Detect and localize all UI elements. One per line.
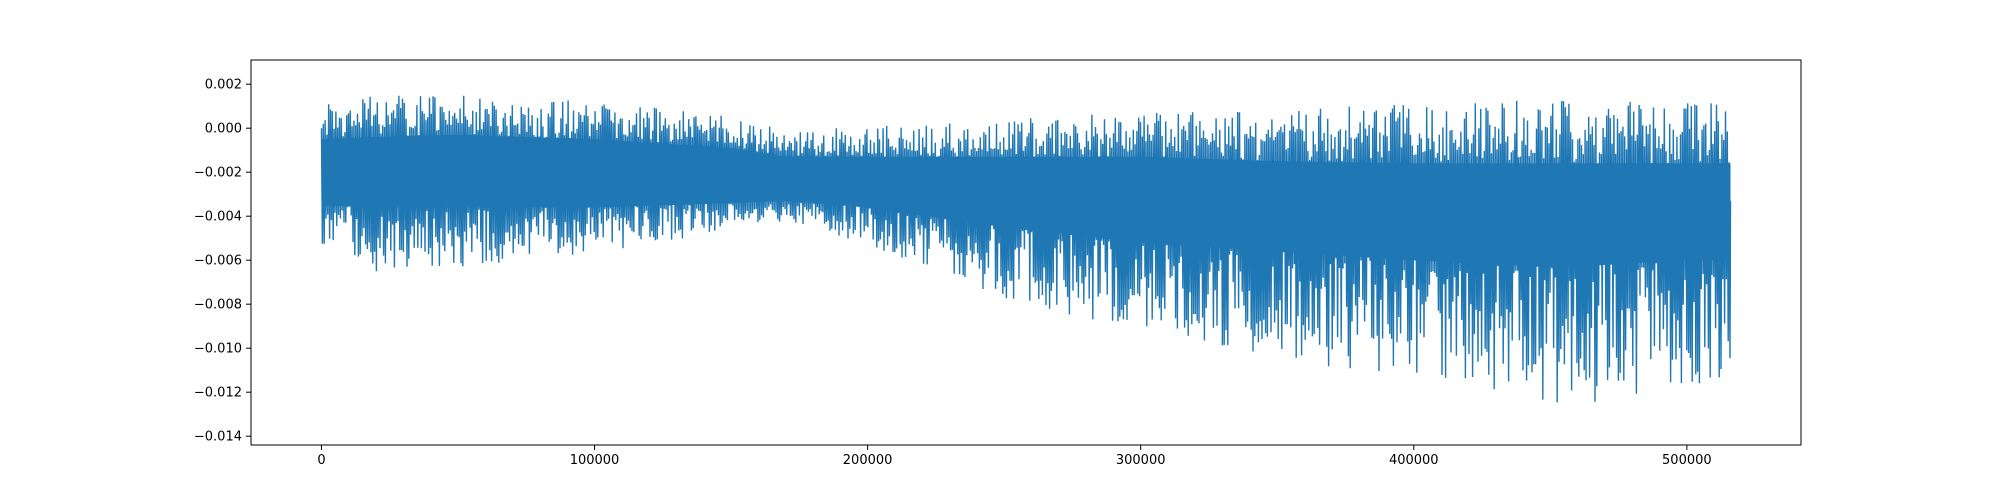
series-core-band-0 [321, 134, 1731, 267]
x-tick-label: 100000 [570, 453, 620, 468]
x-tick-label: 0 [317, 453, 325, 468]
y-tick-label: 0.000 [205, 122, 242, 137]
y-tick-label: 0.002 [205, 78, 242, 93]
x-tick-label: 300000 [1116, 453, 1166, 468]
y-tick-label: −0.012 [194, 386, 242, 401]
y-tick-label: −0.002 [194, 166, 242, 181]
y-tick-label: −0.008 [194, 298, 242, 313]
axes-frame [250, 59, 1802, 446]
y-tick-label: −0.014 [194, 430, 242, 445]
y-tick-label: −0.010 [194, 342, 242, 357]
ticks-layer: 0 100000 200000 300000 400000 500000 0.002 0.00… [194, 78, 1712, 468]
y-tick-label: −0.004 [194, 210, 242, 225]
x-tick-label: 500000 [1662, 453, 1712, 468]
y-tick-label: −0.006 [194, 254, 242, 269]
x-tick-label: 200000 [843, 453, 893, 468]
series-layer [320, 95, 1732, 403]
x-tick-label: 400000 [1389, 453, 1439, 468]
